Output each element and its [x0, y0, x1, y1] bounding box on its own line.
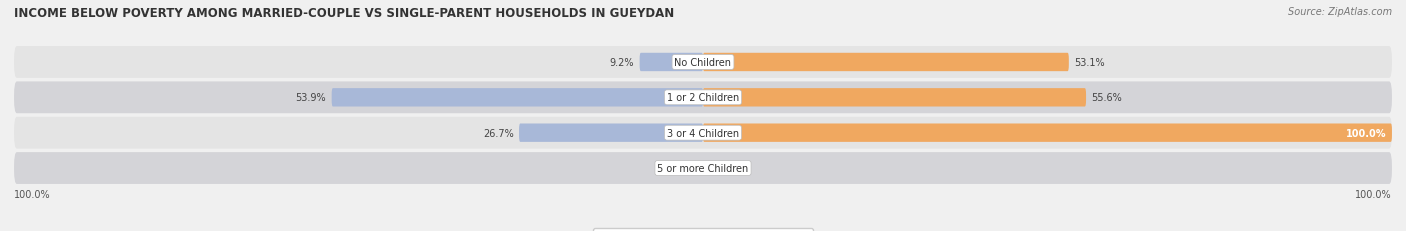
Text: 100.0%: 100.0%: [14, 189, 51, 199]
FancyBboxPatch shape: [14, 152, 1392, 184]
FancyBboxPatch shape: [14, 47, 1392, 79]
Text: 1 or 2 Children: 1 or 2 Children: [666, 93, 740, 103]
Text: 9.2%: 9.2%: [610, 58, 634, 68]
FancyBboxPatch shape: [703, 54, 1069, 72]
FancyBboxPatch shape: [703, 124, 1392, 142]
Text: 100.0%: 100.0%: [1346, 128, 1386, 138]
Text: 0.0%: 0.0%: [673, 163, 697, 173]
Text: 3 or 4 Children: 3 or 4 Children: [666, 128, 740, 138]
FancyBboxPatch shape: [332, 89, 703, 107]
FancyBboxPatch shape: [519, 124, 703, 142]
Text: INCOME BELOW POVERTY AMONG MARRIED-COUPLE VS SINGLE-PARENT HOUSEHOLDS IN GUEYDAN: INCOME BELOW POVERTY AMONG MARRIED-COUPL…: [14, 7, 675, 20]
FancyBboxPatch shape: [14, 82, 1392, 114]
Text: 53.9%: 53.9%: [295, 93, 326, 103]
Text: 55.6%: 55.6%: [1091, 93, 1122, 103]
Text: Source: ZipAtlas.com: Source: ZipAtlas.com: [1288, 7, 1392, 17]
FancyBboxPatch shape: [14, 117, 1392, 149]
Text: 53.1%: 53.1%: [1074, 58, 1105, 68]
Text: 0.0%: 0.0%: [709, 163, 733, 173]
Text: No Children: No Children: [675, 58, 731, 68]
FancyBboxPatch shape: [703, 89, 1085, 107]
Legend: Married Couples, Single Parents: Married Couples, Single Parents: [593, 228, 813, 231]
FancyBboxPatch shape: [640, 54, 703, 72]
Text: 5 or more Children: 5 or more Children: [658, 163, 748, 173]
Text: 100.0%: 100.0%: [1355, 189, 1392, 199]
Text: 26.7%: 26.7%: [482, 128, 513, 138]
